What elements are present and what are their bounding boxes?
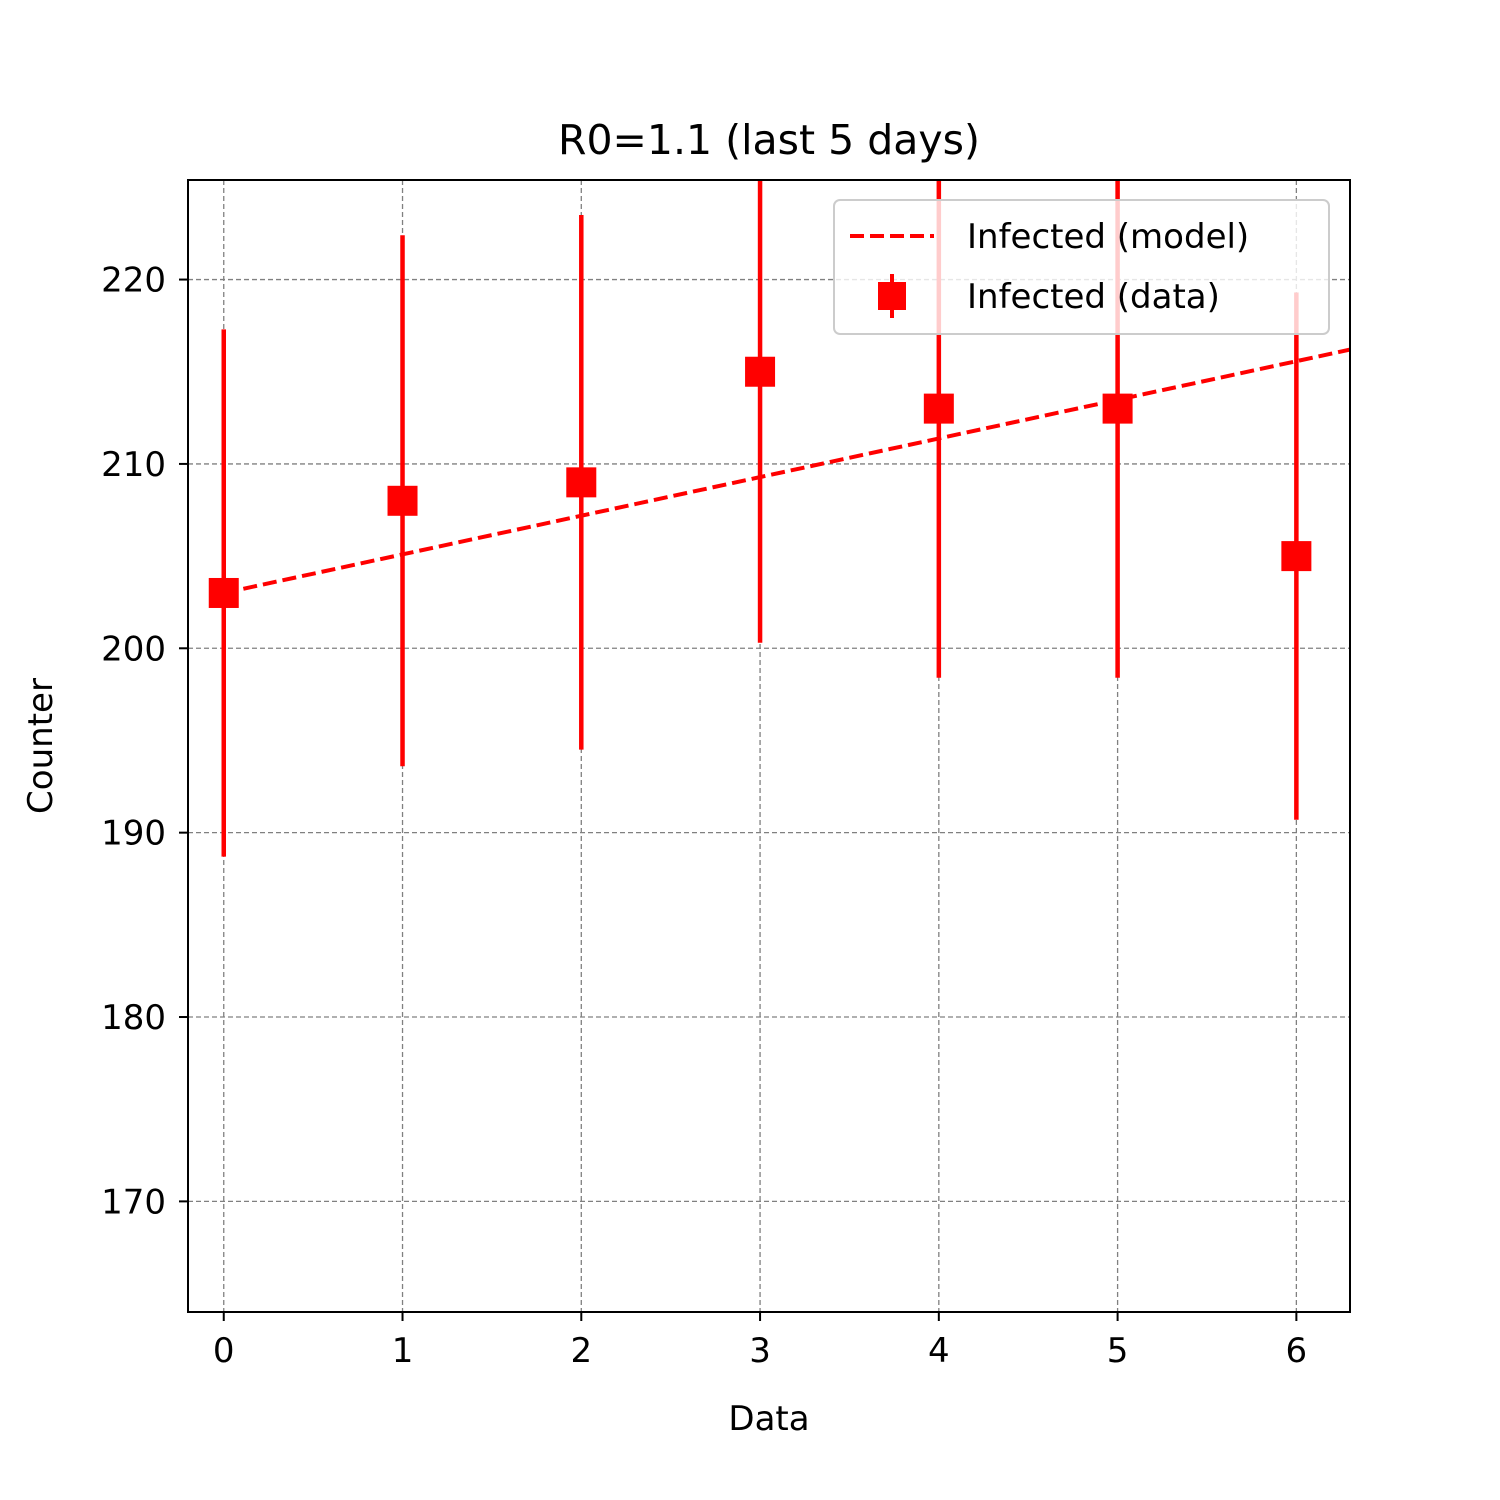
legend-box — [833, 199, 1330, 335]
legend: Infected (model) Infected (data) — [833, 199, 1330, 335]
y-tick-label: 200 — [101, 629, 166, 669]
plot-area — [208, 180, 1350, 857]
y-tick-label: 180 — [101, 998, 166, 1038]
legend-data-marker-handle — [878, 282, 906, 310]
ticks: 0 1 2 3 4 5 6 170 180 190 200 210 220 — [101, 261, 1307, 1371]
y-tick-label: 190 — [101, 814, 166, 854]
x-tick-label: 5 — [1107, 1331, 1129, 1371]
y-tick-label: 170 — [101, 1182, 166, 1222]
model-line — [223, 347, 1350, 595]
x-tick-label: 1 — [392, 1331, 414, 1371]
y-tick-label: 210 — [101, 445, 166, 485]
chart-title: R0=1.1 (last 5 days) — [558, 116, 980, 164]
data-point — [1281, 541, 1312, 572]
x-tick-label: 2 — [570, 1331, 592, 1371]
y-axis-label: Counter — [21, 678, 61, 814]
y-tick-label: 220 — [101, 261, 166, 301]
data-point — [923, 393, 954, 424]
x-tick-label: 6 — [1286, 1331, 1308, 1371]
x-tick-label: 4 — [928, 1331, 950, 1371]
x-tick-label: 0 — [213, 1331, 235, 1371]
data-point — [566, 467, 597, 498]
x-tick-label: 3 — [749, 1331, 771, 1371]
data-point — [745, 356, 776, 387]
legend-model-label: Infected (model) — [967, 217, 1249, 257]
data-point — [208, 577, 239, 608]
data-point — [1102, 393, 1133, 424]
legend-data-label: Infected (data) — [967, 277, 1220, 317]
axes-frame — [187, 179, 1351, 1313]
data-point — [387, 485, 418, 516]
x-axis-label: Data — [728, 1399, 809, 1439]
